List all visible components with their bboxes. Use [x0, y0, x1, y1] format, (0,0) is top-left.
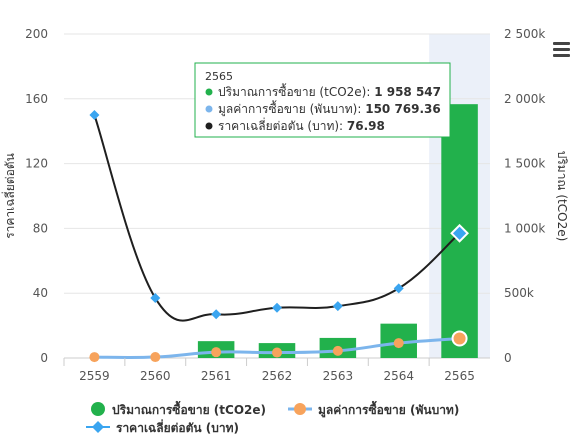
- x-tick-label: 2562: [262, 369, 293, 383]
- value-point[interactable]: [451, 330, 468, 347]
- right-tick-label: 2 500k: [504, 27, 545, 41]
- x-tick-label: 2560: [140, 369, 171, 383]
- price-series: [89, 110, 469, 322]
- legend-item-value[interactable]: มูลค่าการซื้อขาย (พันบาท): [288, 400, 459, 418]
- left-axis-ticks: 0 40 80 120 160 200: [25, 27, 48, 365]
- tooltip-row: ราคาเฉลี่ยต่อตัน (บาท): 76.98: [218, 117, 385, 133]
- tooltip-bullet: [205, 105, 213, 113]
- tooltip-row-value: 150 769.36: [365, 102, 441, 116]
- legend-symbol: [91, 402, 105, 416]
- price-point[interactable]: [332, 301, 343, 312]
- tooltip-title: 2565: [205, 70, 233, 83]
- left-axis-title: ราคาเฉลี่ยต่อตัน: [1, 153, 17, 239]
- tooltip-row-label: มูลค่าการซื้อขาย (พันบาท):: [218, 100, 365, 117]
- right-tick-label: 1 000k: [504, 221, 545, 235]
- left-tick-label: 160: [25, 92, 48, 106]
- tooltip-row-label: ปริมาณการซื้อขาย (tCO2e):: [218, 83, 374, 99]
- price-point[interactable]: [211, 309, 222, 320]
- right-tick-label: 2 000k: [504, 92, 545, 106]
- price-point[interactable]: [89, 110, 100, 120]
- value-point[interactable]: [332, 345, 343, 356]
- right-tick-label: 1 500k: [504, 157, 545, 171]
- x-tick-label: 2559: [79, 369, 110, 383]
- left-tick-label: 200: [25, 27, 48, 41]
- tooltip: 2565 ปริมาณการซื้อขาย (tCO2e): 1 958 547…: [194, 62, 451, 138]
- left-tick-label: 80: [33, 221, 48, 235]
- left-tick-label: 40: [33, 286, 48, 300]
- menu-button[interactable]: [553, 42, 570, 57]
- tooltip-row-label: ราคาเฉลี่ยต่อตัน (บาท):: [218, 117, 347, 133]
- price-point[interactable]: [393, 283, 404, 294]
- price-point[interactable]: [450, 223, 469, 243]
- legend-item-price[interactable]: ราคาเฉลี่ยต่อตัน (บาท): [86, 419, 239, 435]
- value-point[interactable]: [89, 352, 100, 363]
- tooltip-row: ปริมาณการซื้อขาย (tCO2e): 1 958 547: [218, 83, 441, 99]
- legend-symbol: [294, 403, 306, 415]
- value-point[interactable]: [272, 347, 282, 358]
- x-tick-label: 2565: [444, 369, 475, 383]
- tooltip-row-value: 1 958 547: [374, 85, 441, 99]
- x-tick-label: 2563: [323, 369, 354, 383]
- legend-label: ราคาเฉลี่ยต่อตัน (บาท): [116, 419, 239, 435]
- value-point[interactable]: [150, 352, 161, 363]
- x-tick-label: 2564: [383, 369, 414, 383]
- value-point[interactable]: [393, 338, 404, 349]
- legend-label: มูลค่าการซื้อขาย (พันบาท): [318, 400, 459, 418]
- price-series-line: [93, 114, 461, 322]
- legend: ปริมาณการซื้อขาย (tCO2e) มูลค่าการซื้อขาย…: [86, 400, 459, 435]
- x-axis-ticks: 2559 2560 2561 2562 2563 2564 2565: [63, 358, 475, 383]
- right-axis-title: ปริมาณ (tCO2e): [555, 151, 569, 242]
- tooltip-box: [194, 62, 451, 138]
- left-tick-label: 120: [25, 157, 48, 171]
- hamburger-icon: [553, 42, 570, 57]
- x-tick-label: 2561: [201, 369, 232, 383]
- tooltip-row: มูลค่าการซื้อขาย (พันบาท): 150 769.36: [218, 100, 441, 117]
- legend-label: ปริมาณการซื้อขาย (tCO2e): [112, 400, 266, 417]
- right-tick-label: 0: [504, 351, 512, 365]
- right-tick-label: 500k: [504, 286, 534, 300]
- value-point[interactable]: [211, 347, 222, 358]
- right-axis-ticks: 0 500k 1 000k 1 500k 2 000k 2 500k: [504, 27, 545, 365]
- legend-symbol: [92, 421, 104, 433]
- value-series: [89, 330, 468, 363]
- price-point[interactable]: [272, 302, 282, 313]
- tooltip-row-value: 76.98: [347, 119, 385, 133]
- tooltip-bullet: [205, 122, 213, 130]
- price-point[interactable]: [150, 293, 161, 304]
- legend-item-volume[interactable]: ปริมาณการซื้อขาย (tCO2e): [91, 400, 266, 417]
- left-tick-label: 0: [40, 351, 48, 365]
- tooltip-bullet: [205, 88, 213, 96]
